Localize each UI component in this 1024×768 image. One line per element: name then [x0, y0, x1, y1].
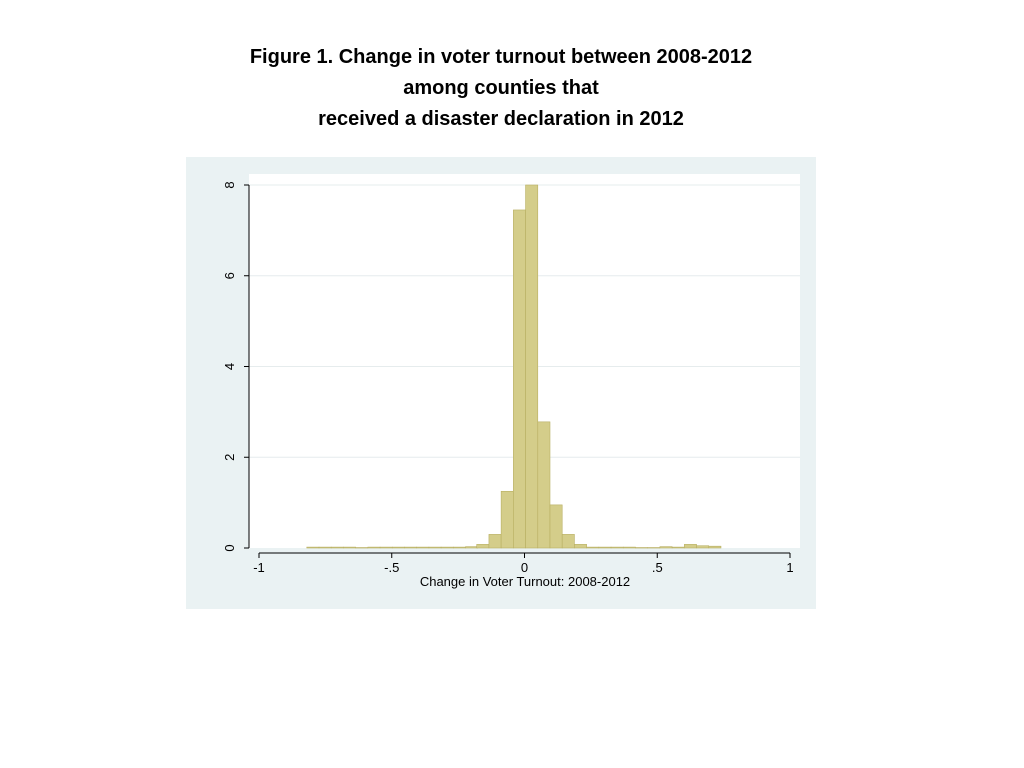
title-line-1: Figure 1. Change in voter turnout betwee…	[249, 46, 753, 68]
x-tick-label-4: 1	[786, 560, 793, 575]
x-tick-label-1: -.5	[384, 560, 399, 575]
histogram-bar-29	[659, 546, 673, 549]
histogram-bar-6	[379, 546, 393, 549]
histogram-bar-33	[708, 545, 722, 549]
y-tick-label-4: 8	[222, 181, 237, 188]
x-tick-label-3: .5	[652, 560, 663, 575]
histogram-bar-7	[391, 546, 405, 549]
histogram-bar-8	[404, 546, 418, 549]
chart-frame: 0 2 4 6 8 -1 -.5 0 .5 1 Change in Voter Turnout: …	[186, 157, 816, 609]
y-tick-label-2: 4	[222, 363, 237, 370]
histogram-bar-19	[537, 421, 551, 549]
histogram-bar-14	[476, 544, 490, 549]
histogram-bar-11	[440, 546, 454, 549]
histogram-bar-23	[586, 546, 600, 549]
histogram-bar-21	[561, 534, 575, 549]
histogram-bar-18	[525, 184, 539, 549]
histogram-bar-26	[622, 546, 636, 549]
histogram-bar-5	[367, 546, 381, 549]
histogram-bar-28	[647, 547, 661, 549]
y-tick-label-1: 2	[222, 454, 237, 461]
histogram-bar-3	[343, 546, 356, 549]
histogram-bar-22	[574, 544, 587, 549]
x-tick-label-2: 0	[521, 560, 528, 575]
histogram-bar-9	[416, 546, 430, 549]
histogram-bar-2	[330, 546, 344, 549]
histogram-bar-15	[488, 534, 502, 549]
figure-title: Figure 1. Change in voter turnout betwee…	[0, 42, 1002, 135]
x-tick-label-0: -1	[253, 560, 265, 575]
y-tick-label-3: 6	[222, 272, 237, 279]
histogram-bar-0	[306, 546, 320, 549]
histogram-bar-1	[318, 546, 332, 549]
histogram-bars	[306, 184, 722, 549]
histogram-bar-32	[696, 545, 710, 549]
title-line-3: received a disaster declaration in 2012	[318, 108, 684, 130]
histogram-bar-17	[513, 209, 526, 549]
y-tick-label-0: 0	[222, 544, 237, 551]
histogram-bar-24	[598, 546, 612, 549]
histogram-bar-4	[355, 547, 369, 549]
histogram-bar-30	[671, 546, 685, 549]
title-line-2: among counties that	[403, 77, 599, 99]
histogram-bar-10	[428, 546, 442, 549]
histogram-bar-20	[549, 504, 563, 549]
x-axis-title: Change in Voter Turnout: 2008-2012	[420, 574, 630, 589]
histogram-bar-13	[465, 546, 479, 549]
histogram-bar-12	[453, 546, 466, 549]
histogram-bar-25	[610, 546, 624, 549]
histogram-chart: 0 2 4 6 8 -1 -.5 0 .5 1 Change in Voter Turnout: …	[222, 174, 800, 589]
axes: 0 2 4 6 8 -1 -.5 0 .5 1	[222, 181, 794, 575]
histogram-bar-27	[635, 547, 648, 549]
histogram-bar-31	[684, 544, 697, 549]
histogram-bar-16	[500, 490, 514, 549]
